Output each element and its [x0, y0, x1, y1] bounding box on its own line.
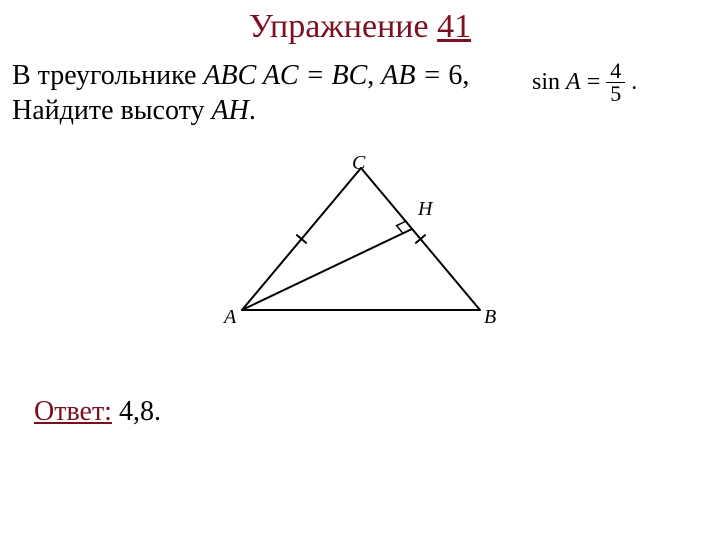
var-A: A	[566, 69, 581, 96]
title-number: 41	[437, 8, 471, 45]
answer-line: Ответ: 4,8.	[34, 396, 161, 428]
dot: .	[631, 69, 637, 96]
formula: sin A = 4 5 .	[532, 60, 712, 105]
t: Найдите высоту	[12, 95, 212, 126]
problem-text: В треугольнике ABC AC = BC, AB = 6, Найд…	[12, 58, 512, 128]
eq: =	[587, 69, 601, 96]
sin: sin	[532, 69, 560, 96]
t: AB =	[381, 60, 448, 91]
t: 6,	[448, 60, 469, 91]
t: В треугольнике	[12, 60, 203, 91]
vertex-label-A: A	[224, 306, 236, 329]
t: AH	[212, 95, 249, 126]
page-title: Упражнение 41	[0, 8, 720, 46]
answer-label: Ответ:	[34, 396, 112, 427]
vertex-label-H: H	[418, 198, 432, 221]
t: ,	[367, 60, 381, 91]
triangle-svg	[232, 158, 490, 332]
fraction: 4 5	[606, 60, 625, 105]
vertex-label-C: C	[352, 152, 365, 175]
denominator: 5	[606, 83, 625, 105]
answer-value: 4,8.	[112, 396, 161, 427]
triangle-diagram: A B C H	[232, 158, 490, 332]
t: ABC AC = BC	[203, 60, 367, 91]
numerator: 4	[606, 60, 625, 83]
title-word: Упражнение	[249, 8, 429, 45]
t: .	[249, 95, 256, 126]
vertex-label-B: B	[484, 306, 496, 329]
